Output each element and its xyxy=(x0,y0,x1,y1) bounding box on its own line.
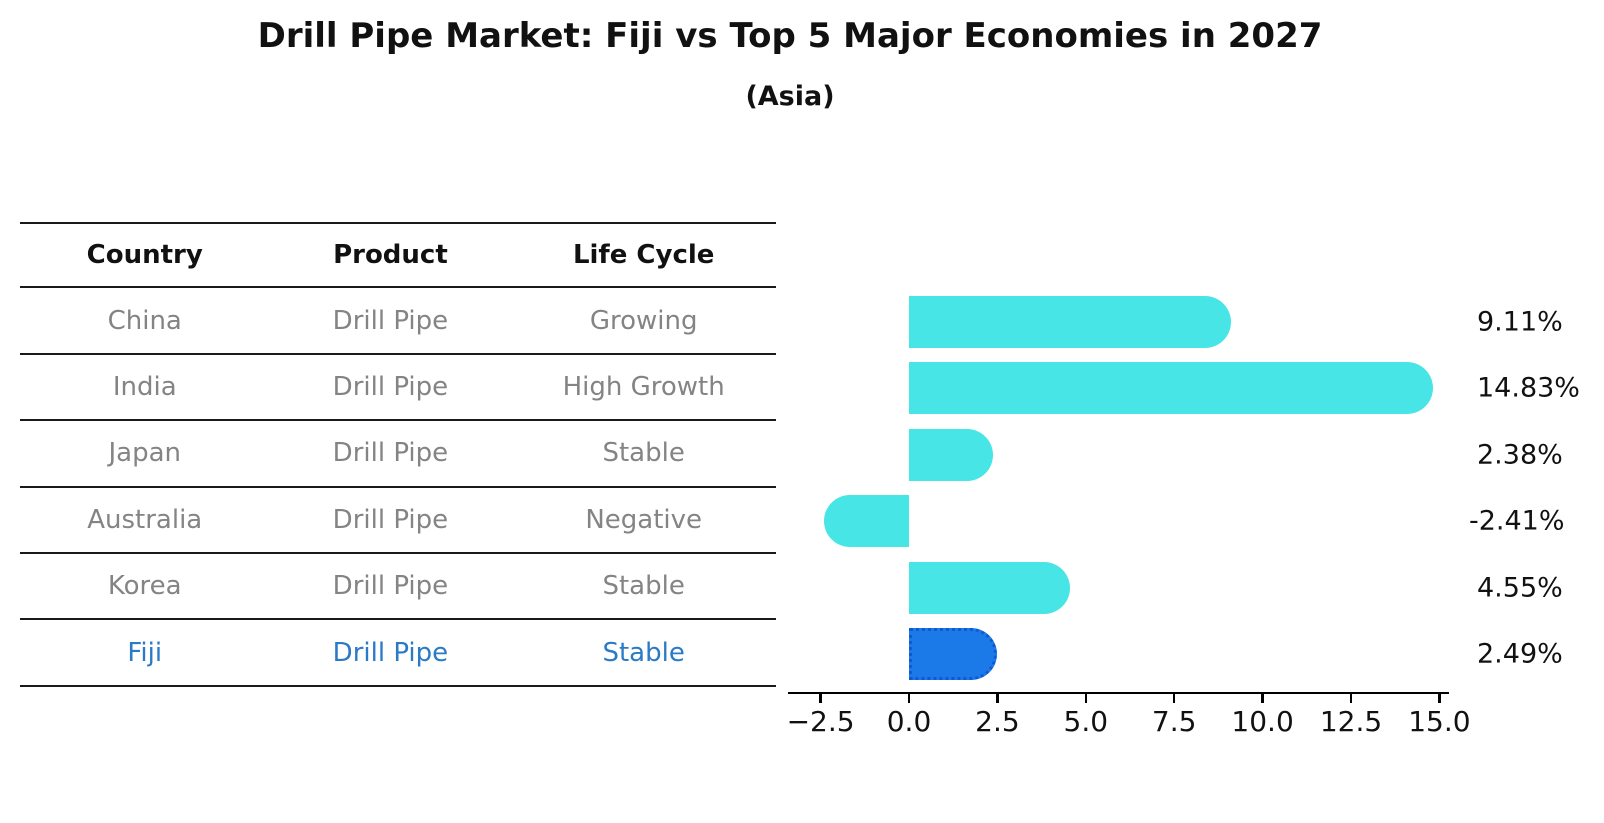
table-row-india: India Drill Pipe High Growth xyxy=(20,355,776,422)
x-axis-tick-label: 12.5 xyxy=(1319,705,1383,738)
cell-product: Drill Pipe xyxy=(332,305,449,336)
x-axis-tick xyxy=(1261,694,1264,703)
x-axis-tick-label: −2.5 xyxy=(786,705,855,738)
header-product: Product xyxy=(333,240,448,271)
country-table: Country Product Life Cycle China Drill Pipe G… xyxy=(20,222,776,687)
table-row-japan: Japan Drill Pipe Stable xyxy=(20,421,776,488)
table-row-china: China Drill Pipe Growing xyxy=(20,288,776,355)
table-row-korea: Korea Drill Pipe Stable xyxy=(20,554,776,621)
x-axis-tick-label: 7.5 xyxy=(1151,705,1197,738)
cell-country: Australia xyxy=(87,504,203,535)
cell-country: Korea xyxy=(107,571,182,602)
cell-country: India xyxy=(112,371,177,402)
x-axis-tick xyxy=(1084,694,1088,703)
table-row-australia: Australia Drill Pipe Negative xyxy=(20,488,776,554)
x-axis-tick-label: 15.0 xyxy=(1408,705,1471,738)
cell-life-cycle: High Growth xyxy=(562,371,725,402)
x-axis-tick xyxy=(1438,694,1441,703)
cell-country: Fiji xyxy=(127,637,163,668)
value-label-china: 9.11% xyxy=(1477,306,1563,338)
x-axis-tick xyxy=(1172,694,1176,703)
value-label-fiji: 2.49% xyxy=(1477,638,1563,670)
bar-china xyxy=(909,296,1232,348)
value-label-australia: -2.41% xyxy=(1469,505,1565,537)
cell-country: China xyxy=(107,305,182,336)
chart-subtitle: (Asia) xyxy=(745,81,835,112)
bar-korea xyxy=(909,561,1070,614)
x-axis-tick-label: 10.0 xyxy=(1231,705,1294,738)
cell-life-cycle: Negative xyxy=(585,504,703,535)
chart-title: Drill Pipe Market: Fiji vs Top 5 Major E… xyxy=(257,16,1323,56)
value-label-korea: 4.55% xyxy=(1477,572,1563,604)
value-label-japan: 2.38% xyxy=(1477,439,1563,471)
x-axis-tick xyxy=(996,694,999,703)
x-axis-tick-label: 5.0 xyxy=(1063,705,1109,738)
cell-product: Drill Pipe xyxy=(332,438,449,469)
cell-product: Drill Pipe xyxy=(332,371,449,402)
x-axis-tick xyxy=(907,694,911,703)
x-axis-line xyxy=(788,691,1449,694)
cell-product: Drill Pipe xyxy=(332,571,449,602)
cell-country: Japan xyxy=(108,438,181,469)
bar-fiji xyxy=(909,628,998,681)
bar-japan xyxy=(909,428,994,481)
table-header-row: Country Product Life Cycle xyxy=(20,222,776,289)
cell-life-cycle: Growing xyxy=(589,305,698,336)
header-country: Country xyxy=(86,240,203,271)
table-row-fiji: Fiji Drill Pipe Stable xyxy=(20,620,776,687)
value-label-india: 14.83% xyxy=(1477,372,1580,404)
header-life-cycle: Life Cycle xyxy=(572,240,715,271)
cell-life-cycle: Stable xyxy=(602,571,685,602)
cell-product: Drill Pipe xyxy=(332,637,449,668)
x-axis-tick xyxy=(819,694,822,703)
bar-australia xyxy=(823,495,909,548)
cell-life-cycle: Stable xyxy=(602,637,685,668)
x-axis-tick-label: 0.0 xyxy=(886,705,932,738)
cell-product: Drill Pipe xyxy=(332,504,449,535)
x-axis-tick xyxy=(1349,694,1353,703)
bar-india xyxy=(909,362,1434,415)
x-axis-tick-label: 2.5 xyxy=(975,705,1020,738)
cell-life-cycle: Stable xyxy=(602,438,685,469)
